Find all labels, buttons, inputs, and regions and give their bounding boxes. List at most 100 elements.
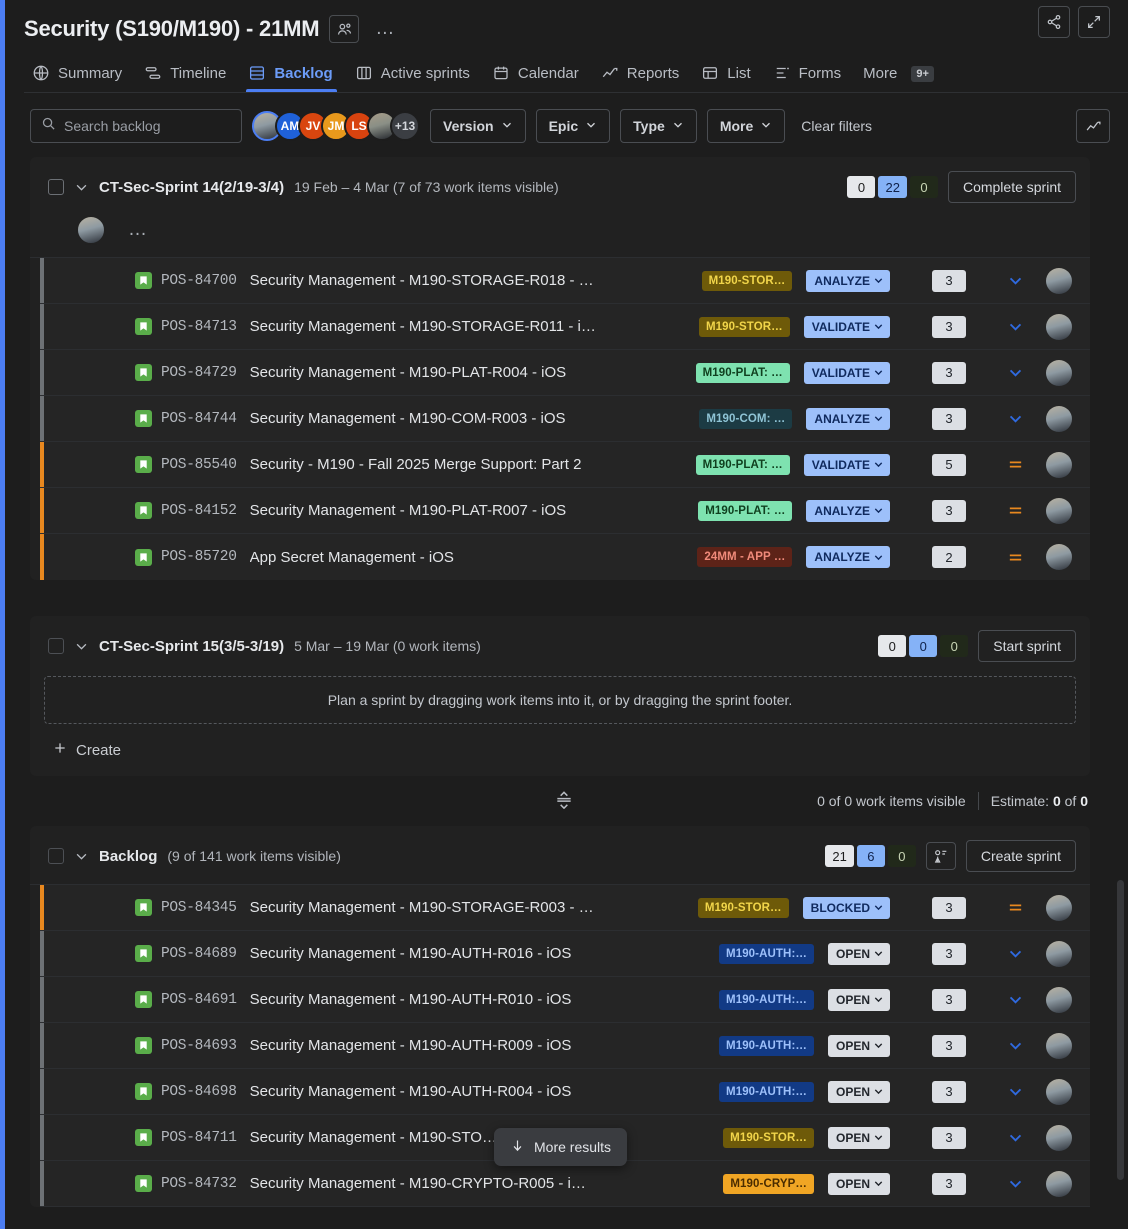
sprint-select-checkbox[interactable] [48, 179, 64, 195]
backlog-select-checkbox[interactable] [48, 848, 64, 864]
row-summary[interactable]: App Secret Management - iOS [249, 548, 454, 566]
avatar[interactable] [1046, 1078, 1072, 1105]
count-inprogress[interactable]: 22 [878, 176, 907, 198]
avatar[interactable] [1046, 544, 1072, 570]
status-badge[interactable]: OPEN [827, 1172, 890, 1195]
row-key[interactable]: POS-84152 [161, 502, 237, 519]
count-todo[interactable]: 21 [825, 845, 854, 867]
estimate-badge[interactable]: 3 [932, 269, 966, 292]
row-summary[interactable]: Security Management - M190-CRYPTO-R005 -… [249, 1175, 586, 1192]
status-badge[interactable]: VALIDATE [803, 453, 890, 476]
estimate-badge[interactable]: 3 [932, 896, 966, 919]
tab-summary[interactable]: Summary [24, 60, 132, 92]
estimate-badge[interactable]: 3 [932, 315, 966, 338]
row-summary[interactable]: Security Management - M190-AUTH-R004 - i… [249, 1083, 572, 1100]
avatar[interactable] [1046, 986, 1072, 1013]
tab-more[interactable]: More 9+ [855, 61, 944, 92]
start-sprint-button[interactable]: Start sprint [978, 630, 1076, 662]
row-key[interactable]: POS-84689 [161, 945, 237, 962]
expand-icon[interactable] [1078, 6, 1110, 38]
estimate-badge[interactable]: 3 [932, 1126, 966, 1149]
count-done[interactable]: 0 [909, 176, 938, 198]
row-summary[interactable]: Security Management - M190-COM-R003 - iO… [249, 410, 566, 427]
row-summary[interactable]: Security Management - M190-PLAT-R004 - i… [249, 364, 567, 381]
row-summary[interactable]: Security Management - M190-STORAGE-R018 … [249, 272, 594, 289]
count-done[interactable]: 0 [940, 635, 969, 657]
avatar[interactable] [1046, 1032, 1072, 1059]
row-key[interactable]: POS-84700 [161, 272, 237, 289]
epic-tag[interactable]: M190-PLAT: … [695, 362, 790, 383]
epic-tag[interactable]: M190-AUTH:… [719, 1035, 814, 1056]
sprint-settings-icon[interactable] [925, 842, 956, 870]
estimate-badge[interactable]: 2 [932, 546, 966, 568]
row-key[interactable]: POS-84691 [161, 991, 237, 1008]
table-row[interactable]: POS-84744 Security Management - M190-COM… [40, 396, 1090, 442]
row-summary[interactable]: Security Management - M190-STO… [249, 1129, 497, 1146]
more-results-button[interactable]: More results [494, 1128, 628, 1166]
row-key[interactable]: POS-84698 [161, 1083, 237, 1100]
row-key[interactable]: POS-85720 [161, 549, 237, 565]
tab-forms[interactable]: Forms [765, 60, 852, 92]
estimate-badge[interactable]: 3 [932, 361, 966, 384]
avatar[interactable] [1046, 313, 1072, 340]
status-badge[interactable]: VALIDATE [803, 315, 890, 338]
row-key[interactable]: POS-85540 [161, 456, 237, 473]
epic-tag[interactable]: M190-AUTH:… [719, 1081, 814, 1102]
estimate-badge[interactable]: 3 [932, 499, 966, 522]
row-summary[interactable]: Security Management - M190-STORAGE-R011 … [249, 318, 596, 335]
insights-chart-icon[interactable] [1076, 109, 1110, 143]
avatar[interactable] [1046, 451, 1072, 478]
tab-timeline[interactable]: Timeline [136, 60, 236, 92]
row-summary[interactable]: Security Management - M190-AUTH-R016 - i… [249, 945, 572, 962]
tab-calendar[interactable]: Calendar [484, 60, 589, 92]
search-input[interactable] [64, 118, 231, 134]
tab-reports[interactable]: Reports [593, 60, 690, 92]
sprint-dropzone[interactable]: Plan a sprint by dragging work items int… [44, 676, 1076, 724]
share-icon[interactable] [1038, 6, 1070, 38]
status-badge[interactable]: OPEN [827, 1034, 890, 1057]
status-badge[interactable]: BLOCKED [802, 896, 890, 919]
epic-tag[interactable]: M190-COM: … [699, 408, 793, 429]
avatar[interactable] [1046, 405, 1072, 432]
status-badge[interactable]: ANALYZE [806, 499, 890, 522]
row-key[interactable]: POS-84693 [161, 1037, 237, 1054]
chevron-down-icon[interactable] [74, 639, 89, 654]
epic-tag[interactable]: 24MM - APP … [697, 547, 793, 567]
count-done[interactable]: 0 [887, 845, 916, 867]
sprint-row-more-actions[interactable]: … [128, 219, 148, 240]
status-badge[interactable]: OPEN [827, 942, 890, 965]
row-key[interactable]: POS-84744 [161, 410, 237, 427]
vertical-scrollbar[interactable] [1117, 880, 1124, 1180]
status-badge[interactable]: ANALYZE [806, 269, 890, 292]
avatar[interactable] [1046, 1170, 1072, 1197]
tab-list[interactable]: List [693, 60, 760, 92]
count-todo[interactable]: 0 [878, 635, 907, 657]
table-row[interactable]: POS-84689 Security Management - M190-AUT… [40, 931, 1090, 977]
complete-sprint-button[interactable]: Complete sprint [947, 171, 1076, 203]
row-summary[interactable]: Security Management - M190-STORAGE-R003 … [249, 899, 594, 916]
estimate-badge[interactable]: 3 [932, 1080, 966, 1103]
row-summary[interactable]: Security Management - M190-AUTH-R009 - i… [249, 1037, 572, 1054]
chevron-down-icon[interactable] [74, 849, 89, 864]
table-row[interactable]: POS-84691 Security Management - M190-AUT… [40, 977, 1090, 1023]
status-badge[interactable]: ANALYZE [806, 546, 890, 568]
status-badge[interactable]: ANALYZE [806, 407, 890, 430]
status-badge[interactable]: OPEN [827, 1080, 890, 1103]
avatar[interactable] [1046, 1124, 1072, 1151]
epic-tag[interactable]: M190-CRYP… [723, 1173, 814, 1194]
status-badge[interactable]: OPEN [827, 1126, 890, 1149]
estimate-badge[interactable]: 3 [932, 988, 966, 1011]
status-badge[interactable]: OPEN [827, 988, 890, 1011]
table-row[interactable]: POS-84152 Security Management - M190-PLA… [40, 488, 1090, 534]
create-sprint-button[interactable]: Create sprint [965, 840, 1076, 872]
row-key[interactable]: POS-84711 [161, 1129, 237, 1146]
table-row[interactable]: POS-85540 Security - M190 - Fall 2025 Me… [40, 442, 1090, 488]
sprint-select-checkbox[interactable] [48, 638, 64, 654]
count-inprogress[interactable]: 0 [909, 635, 938, 657]
estimate-badge[interactable]: 3 [932, 942, 966, 965]
count-inprogress[interactable]: 6 [856, 845, 885, 867]
avatar[interactable] [1046, 894, 1072, 921]
header-more-actions[interactable]: … [375, 18, 396, 39]
avatar[interactable] [1046, 267, 1072, 294]
row-key[interactable]: POS-84713 [161, 318, 237, 335]
